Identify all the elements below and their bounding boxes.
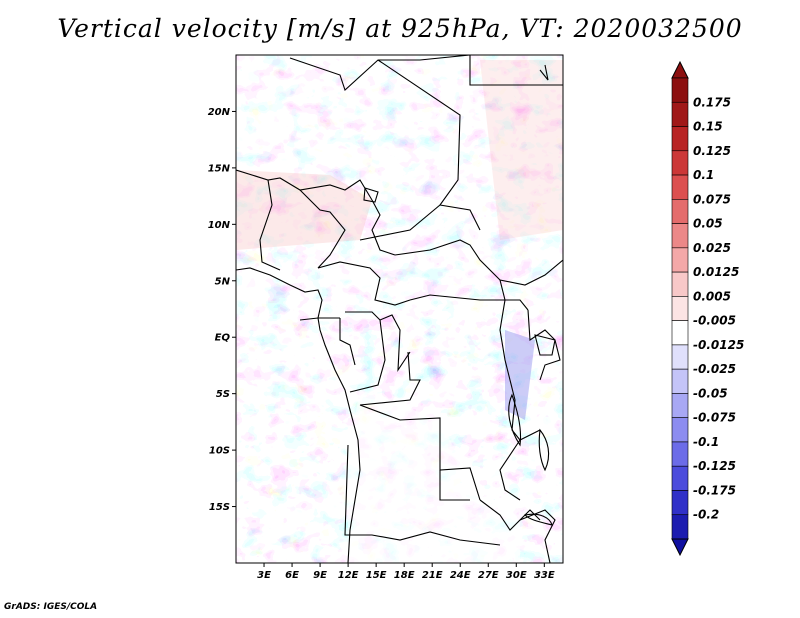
lat-tick-label: 5S: [216, 389, 230, 400]
lon-tick-label: 21E: [422, 570, 443, 581]
colorbar-segment: [671, 441, 689, 467]
plot-frame: [235, 54, 564, 564]
colorbar-segment: [671, 77, 689, 103]
lon-tick-label: 3E: [257, 570, 271, 581]
colorbar-label: 0.05: [693, 217, 723, 231]
colorbar-label: -0.175: [693, 483, 736, 497]
colorbar-segment: [671, 393, 689, 418]
colorbar-label: 0.075: [693, 192, 731, 206]
lat-tick-label: EQ: [215, 333, 231, 344]
colorbar-label: -0.075: [693, 411, 736, 425]
colorbar-label: 0.0125: [693, 265, 739, 279]
lat-tick-label: 10N: [208, 220, 231, 231]
colorbar-segment: [671, 368, 689, 394]
colorbar-segment: [671, 514, 689, 540]
colorbar-segment: [671, 417, 689, 443]
lon-tick-label: 27E: [478, 570, 499, 581]
colorbar-label: -0.1: [693, 435, 719, 449]
colorbar-segment: [671, 126, 689, 152]
colorbar-segment: [671, 271, 689, 297]
map-title: Vertical velocity [m/s] at 925hPa, VT: 2…: [57, 14, 743, 43]
lon-tick-label: 15E: [366, 570, 387, 581]
colorbar-label: 0.125: [693, 144, 731, 158]
colorbar-label: 0.15: [693, 120, 723, 134]
colorbar-label: 0.1: [693, 168, 714, 182]
lon-tick-label: 33E: [534, 570, 555, 581]
longitude-axis: 3E 6E 9E 12E 15E 18E 21E 24E 27E 30E 33E: [257, 563, 555, 581]
colorbar-segment: [671, 101, 689, 127]
colorbar-segment: [671, 223, 689, 249]
colorbar-top-arrow: [671, 60, 689, 79]
lon-tick-label: 9E: [313, 570, 327, 581]
colorbar: 0.175 0.15 0.125 0.1 0.075 0.05 0.025 0.0125 0.0…: [671, 60, 744, 557]
grads-credit: GrADS: IGES/COLA: [4, 602, 98, 612]
lat-tick-label: 15S: [209, 502, 230, 513]
colorbar-bottom-arrow: [671, 538, 689, 557]
lat-tick-label: 10S: [209, 446, 230, 457]
colorbar-segment: [671, 247, 689, 273]
colorbar-segment: [671, 150, 689, 176]
colorbar-label: -0.05: [693, 386, 728, 400]
colorbar-label: -0.025: [693, 362, 736, 376]
latitude-axis: 20N 15N 10N 5N EQ 5S 10S 15S: [208, 107, 236, 513]
colorbar-segment: [671, 465, 689, 491]
colorbar-label: -0.005: [693, 314, 736, 328]
lon-tick-label: 24E: [450, 570, 471, 581]
colorbar-label: 0.025: [693, 241, 731, 255]
country-borders: [236, 55, 563, 563]
colorbar-label: -0.125: [693, 459, 736, 473]
colorbar-label: -0.0125: [693, 338, 744, 352]
colorbar-segment: [671, 344, 689, 370]
colorbar-label: 0.175: [693, 95, 731, 109]
lat-tick-label: 15N: [208, 163, 231, 174]
lon-tick-label: 30E: [506, 570, 527, 581]
colorbar-segment: [671, 296, 689, 321]
vertical-velocity-field: [236, 55, 563, 563]
lon-tick-label: 12E: [338, 570, 359, 581]
colorbar-segment: [671, 174, 689, 200]
lon-tick-label: 6E: [285, 570, 299, 581]
colorbar-segment: [671, 320, 689, 346]
lat-tick-label: 20N: [208, 107, 231, 118]
colorbar-label: -0.2: [693, 508, 719, 522]
colorbar-segment: [671, 490, 689, 516]
colorbar-label: 0.005: [693, 289, 731, 303]
lat-tick-label: 5N: [215, 276, 231, 287]
colorbar-segment: [671, 199, 689, 224]
lon-tick-label: 18E: [394, 570, 415, 581]
